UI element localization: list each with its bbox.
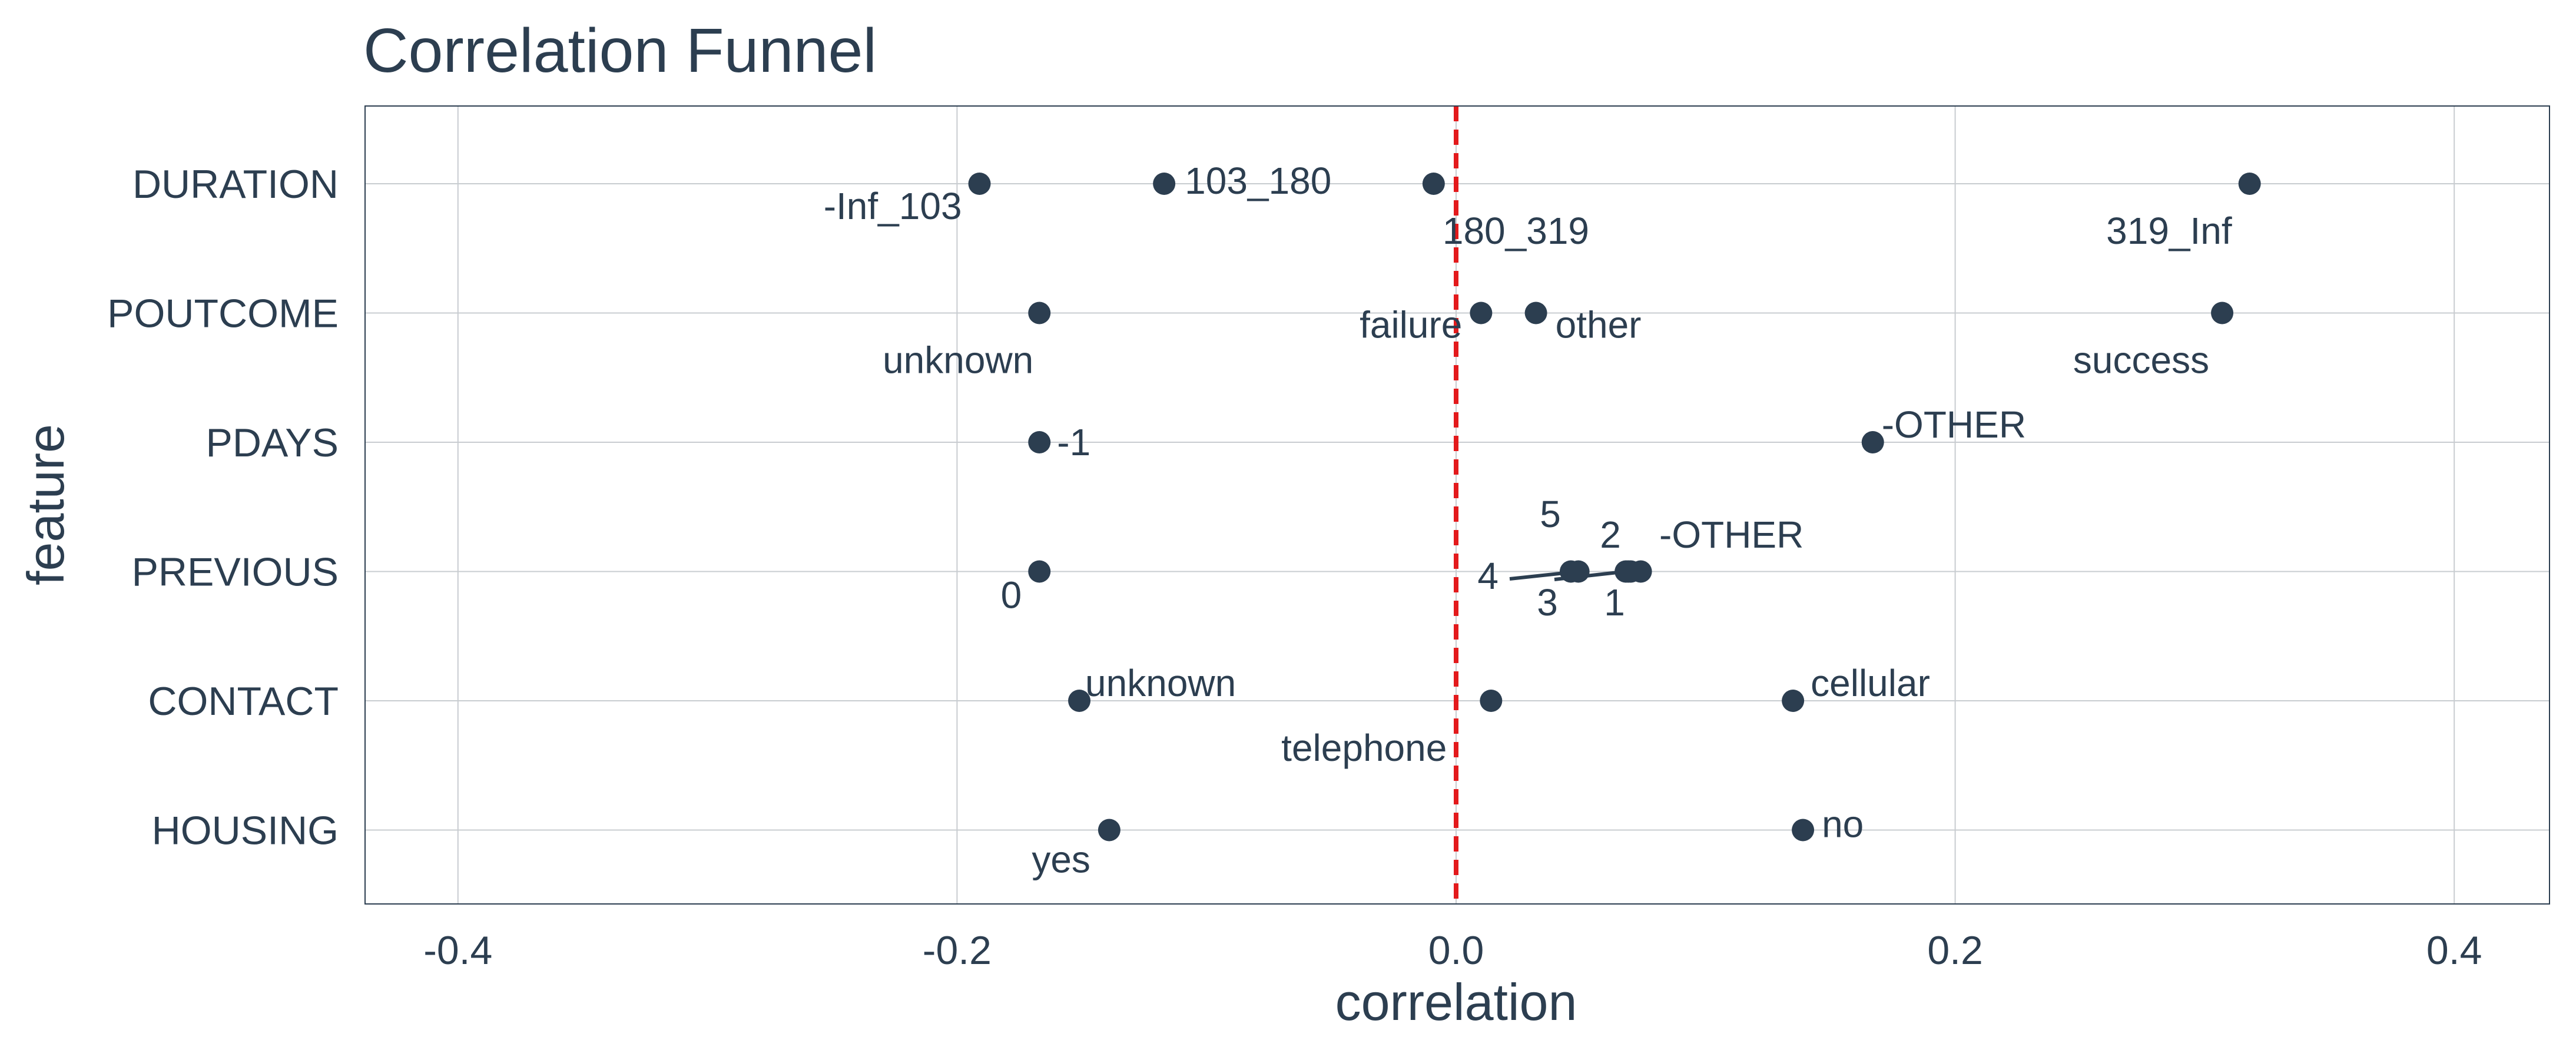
label-poutcome-unknown: unknown [883,339,1033,382]
label-previous-2: 2 [1600,514,1621,556]
point-duration-319-inf [2238,173,2261,195]
point-poutcome-unknown [1028,302,1051,324]
label-duration-103-180: 103_180 [1185,160,1331,202]
label-duration-inf-103: -Inf_103 [824,185,962,227]
point-previous-other [1629,560,1652,583]
label-poutcome-other: other [1556,304,1642,346]
x-axis-label: correlation [1335,973,1577,1031]
label-poutcome-success: success [2073,339,2209,382]
label-previous-other: -OTHER [1659,514,1803,556]
label-duration-180-319: 180_319 [1443,210,1589,252]
point-poutcome-failure [1470,302,1493,324]
x-tick-label-3: 0.2 [1927,928,1983,973]
point-duration-103-180 [1153,173,1176,195]
point-housing-yes [1098,819,1120,842]
label-previous-1: 1 [1604,581,1625,624]
x-axis-tick-labels: -0.4 -0.2 0.0 0.2 0.4 [423,928,2482,973]
y-tick-label-previous: PREVIOUS [132,550,339,595]
label-previous-0: 0 [1001,574,1022,617]
point-duration-inf-103 [968,173,991,195]
label-housing-no: no [1822,803,1864,846]
y-tick-label-contact: CONTACT [148,679,339,724]
label-housing-yes: yes [1032,839,1090,881]
y-tick-label-poutcome: POUTCOME [107,292,339,336]
y-tick-label-duration: DURATION [132,162,339,207]
chart-title: Correlation Funnel [363,16,877,85]
y-tick-label-pdays: PDAYS [206,420,339,465]
point-previous-0 [1028,560,1051,583]
label-pdays-1: -1 [1057,421,1090,463]
point-previous-4 [1567,560,1590,583]
x-tick-label-4: 0.4 [2426,928,2482,973]
y-tick-label-housing: HOUSING [152,809,339,853]
point-contact-telephone [1480,690,1503,712]
label-poutcome-failure: failure [1360,304,1462,346]
label-previous-3: 3 [1537,581,1558,624]
label-duration-319-inf: 319_Inf [2106,210,2232,252]
label-contact-cellular: cellular [1811,662,1930,704]
point-contact-cellular [1782,690,1805,712]
point-duration-180-319 [1422,173,1445,195]
plot-panel-border [364,105,2550,905]
label-pdays-other: -OTHER [1882,403,2026,446]
point-contact-unknown [1068,690,1091,712]
label-previous-4: 4 [1477,555,1498,597]
point-poutcome-other [1524,302,1547,324]
x-tick-label-2: 0.0 [1428,928,1484,973]
label-previous-5: 5 [1540,493,1561,535]
point-pdays-other [1861,431,1884,453]
data-points [968,173,2261,842]
point-housing-no [1792,819,1815,842]
label-contact-telephone: telephone [1281,727,1447,769]
point-pdays-1 [1028,431,1051,453]
x-tick-label-0: -0.4 [423,928,492,973]
point-poutcome-success [2211,302,2234,324]
y-axis-label: feature [16,424,75,585]
y-axis-tick-labels: DURATION POUTCOME PDAYS PREVIOUS CONTACT HOUS… [107,162,339,853]
x-tick-label-1: -0.2 [923,928,992,973]
label-contact-unknown: unknown [1085,662,1236,704]
